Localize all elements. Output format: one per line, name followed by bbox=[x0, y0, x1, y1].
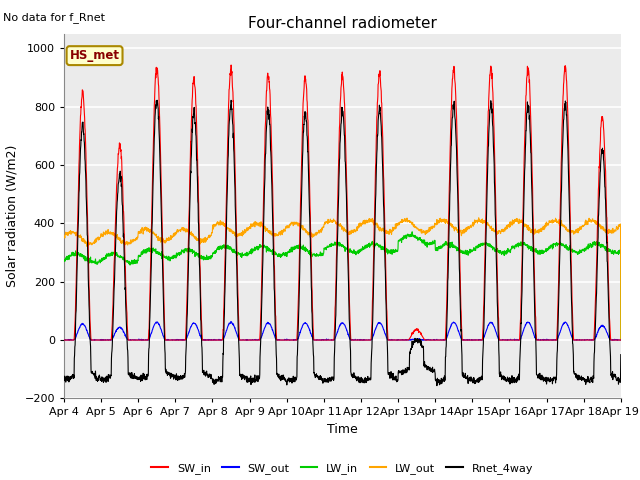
X-axis label: Time: Time bbox=[327, 423, 358, 436]
Title: Four-channel radiometer: Four-channel radiometer bbox=[248, 16, 437, 31]
Legend: SW_in, SW_out, LW_in, LW_out, Rnet_4way: SW_in, SW_out, LW_in, LW_out, Rnet_4way bbox=[147, 459, 538, 479]
Y-axis label: Solar radiation (W/m2): Solar radiation (W/m2) bbox=[6, 145, 19, 287]
Text: No data for f_Rnet: No data for f_Rnet bbox=[3, 12, 105, 23]
Text: HS_met: HS_met bbox=[70, 49, 120, 62]
